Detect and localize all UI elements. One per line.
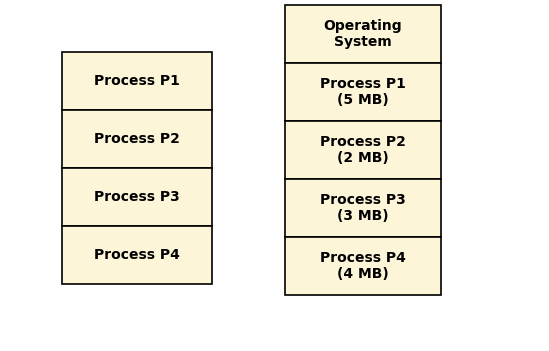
Bar bbox=[62, 226, 212, 284]
Bar bbox=[62, 110, 212, 168]
Text: Operating
System: Operating System bbox=[324, 19, 402, 49]
Text: Process P2: Process P2 bbox=[94, 132, 180, 146]
Bar bbox=[62, 52, 212, 110]
Bar bbox=[285, 121, 441, 179]
Bar bbox=[62, 168, 212, 226]
Bar bbox=[285, 237, 441, 295]
Text: Process P4: Process P4 bbox=[94, 248, 180, 262]
Bar bbox=[285, 179, 441, 237]
Text: Process P1: Process P1 bbox=[94, 74, 180, 88]
Text: Process P3
(3 MB): Process P3 (3 MB) bbox=[320, 193, 406, 223]
Bar bbox=[285, 5, 441, 63]
Text: Process P1
(5 MB): Process P1 (5 MB) bbox=[320, 77, 406, 107]
Text: Process P2
(2 MB): Process P2 (2 MB) bbox=[320, 135, 406, 165]
Text: Process P4
(4 MB): Process P4 (4 MB) bbox=[320, 251, 406, 281]
Bar bbox=[285, 63, 441, 121]
Text: Process P3: Process P3 bbox=[94, 190, 180, 204]
